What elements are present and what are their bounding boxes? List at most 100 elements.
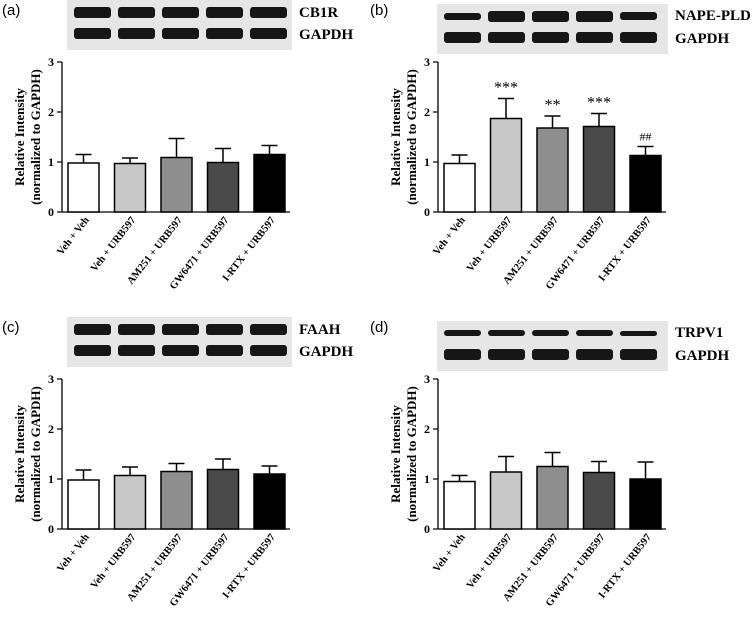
bar-chart: 0 1 2 3 Relative Intensity(normalized to GAP… [12, 55, 290, 292]
target-band [118, 7, 155, 18]
blot-loading-control-label: GAPDH [675, 31, 730, 47]
bar [582, 471, 616, 530]
y-tick-label: 3 [48, 372, 54, 386]
gapdh-band [206, 28, 243, 39]
blot-loading-control-label: GAPDH [299, 344, 354, 360]
bar-chart: 0 1 2 3 Relative Intensity(normalized to GAP… [388, 55, 666, 292]
target-band [74, 7, 111, 18]
x-tick-label: Veh + URB597 [89, 532, 138, 591]
target-band [162, 7, 199, 18]
target-band [162, 324, 199, 335]
gapdh-band [576, 349, 613, 360]
target-band [532, 11, 569, 22]
panel-letter: (a) [2, 2, 21, 19]
bar-chart: 0 1 2 3 Relative Intensity(normalized to GAP… [388, 372, 666, 609]
target-band [206, 7, 243, 18]
bar [160, 470, 193, 530]
gapdh-band [488, 349, 525, 360]
blot-target-label: CB1R [299, 5, 339, 21]
target-band [620, 331, 657, 336]
panel-b: (b) NAPE-PLD GAPDH 0 1 2 3 Relative Intensit… [370, 0, 752, 316]
bar [113, 162, 147, 213]
western-blot [437, 4, 668, 54]
panel-c: (c) FAAH GAPDH 0 1 2 3 Relative Intensity(no… [0, 317, 376, 633]
bar [206, 468, 240, 530]
y-tick-label: 0 [48, 522, 54, 536]
bar [253, 153, 286, 213]
x-tick-label: I-RTX + URB597 [597, 215, 654, 284]
y-tick-label: 0 [424, 522, 430, 536]
blot-target-label: NAPE-PLD [675, 8, 751, 24]
gapdh-band [444, 32, 481, 43]
significance-label: ## [640, 130, 652, 144]
panel-letter: (b) [370, 2, 389, 19]
target-band [576, 330, 613, 336]
bar [536, 127, 569, 213]
x-tick-label: Veh + Veh [55, 532, 92, 575]
y-tick-label: 1 [424, 155, 430, 169]
y-axis-label: Relative Intensity(normalized to GAPDH) [388, 69, 419, 205]
gapdh-band [118, 28, 155, 39]
y-tick-label: 3 [424, 372, 430, 386]
bar [67, 162, 100, 213]
x-tick-label: Veh + Veh [55, 215, 92, 258]
panel-letter: (d) [370, 319, 389, 336]
gapdh-band [620, 349, 657, 360]
target-band [118, 324, 155, 335]
target-band [444, 330, 481, 336]
gapdh-band [74, 345, 111, 356]
bar-chart: 0 1 2 3 Relative Intensity(normalized to GAP… [12, 372, 290, 609]
y-axis-label: Relative Intensity(normalized to GAPDH) [388, 386, 419, 522]
target-band [74, 324, 111, 335]
bar [67, 479, 100, 530]
gapdh-band [162, 28, 199, 39]
target-band [532, 330, 569, 336]
blot-target-label: FAAH [299, 322, 341, 338]
bar [443, 162, 476, 213]
bar [582, 125, 616, 213]
gapdh-band [250, 345, 287, 356]
western-blot [437, 321, 668, 371]
gapdh-band [576, 32, 613, 43]
y-tick-label: 1 [48, 155, 54, 169]
target-band [206, 324, 243, 335]
gapdh-band [206, 345, 243, 356]
gapdh-band [118, 345, 155, 356]
y-tick-label: 1 [48, 472, 54, 486]
panel-letter: (c) [2, 319, 20, 336]
y-axis-label: Relative Intensity(normalized to GAPDH) [12, 386, 43, 522]
gapdh-band [74, 28, 111, 39]
y-tick-label: 1 [424, 472, 430, 486]
western-blot [67, 0, 292, 50]
y-tick-label: 3 [424, 55, 430, 69]
significance-label: *** [494, 80, 518, 97]
bar [160, 156, 193, 213]
blot-loading-control-label: GAPDH [675, 348, 730, 364]
gapdh-band [532, 32, 569, 43]
gapdh-band [250, 28, 287, 39]
bar [629, 154, 662, 213]
bar [206, 161, 240, 213]
x-tick-label: Veh + Veh [431, 532, 468, 575]
significance-label: ** [545, 97, 561, 114]
y-tick-label: 0 [424, 205, 430, 219]
gapdh-band [532, 349, 569, 360]
y-tick-label: 2 [48, 105, 54, 119]
x-tick-label: Veh + URB597 [465, 215, 514, 274]
x-tick-label: I-RTX + URB597 [597, 532, 654, 601]
target-band [250, 7, 287, 18]
target-band [620, 12, 657, 20]
y-tick-label: 2 [424, 105, 430, 119]
bar [629, 478, 662, 530]
bar [489, 117, 523, 213]
bar [253, 473, 286, 530]
bar [113, 474, 147, 530]
blot-loading-control-label: GAPDH [299, 27, 354, 43]
significance-label: *** [587, 95, 611, 112]
target-band [488, 11, 525, 22]
y-axis-label: Relative Intensity(normalized to GAPDH) [12, 69, 43, 205]
y-tick-label: 0 [48, 205, 54, 219]
bar [443, 480, 476, 530]
target-band [250, 324, 287, 335]
target-band [488, 330, 525, 336]
